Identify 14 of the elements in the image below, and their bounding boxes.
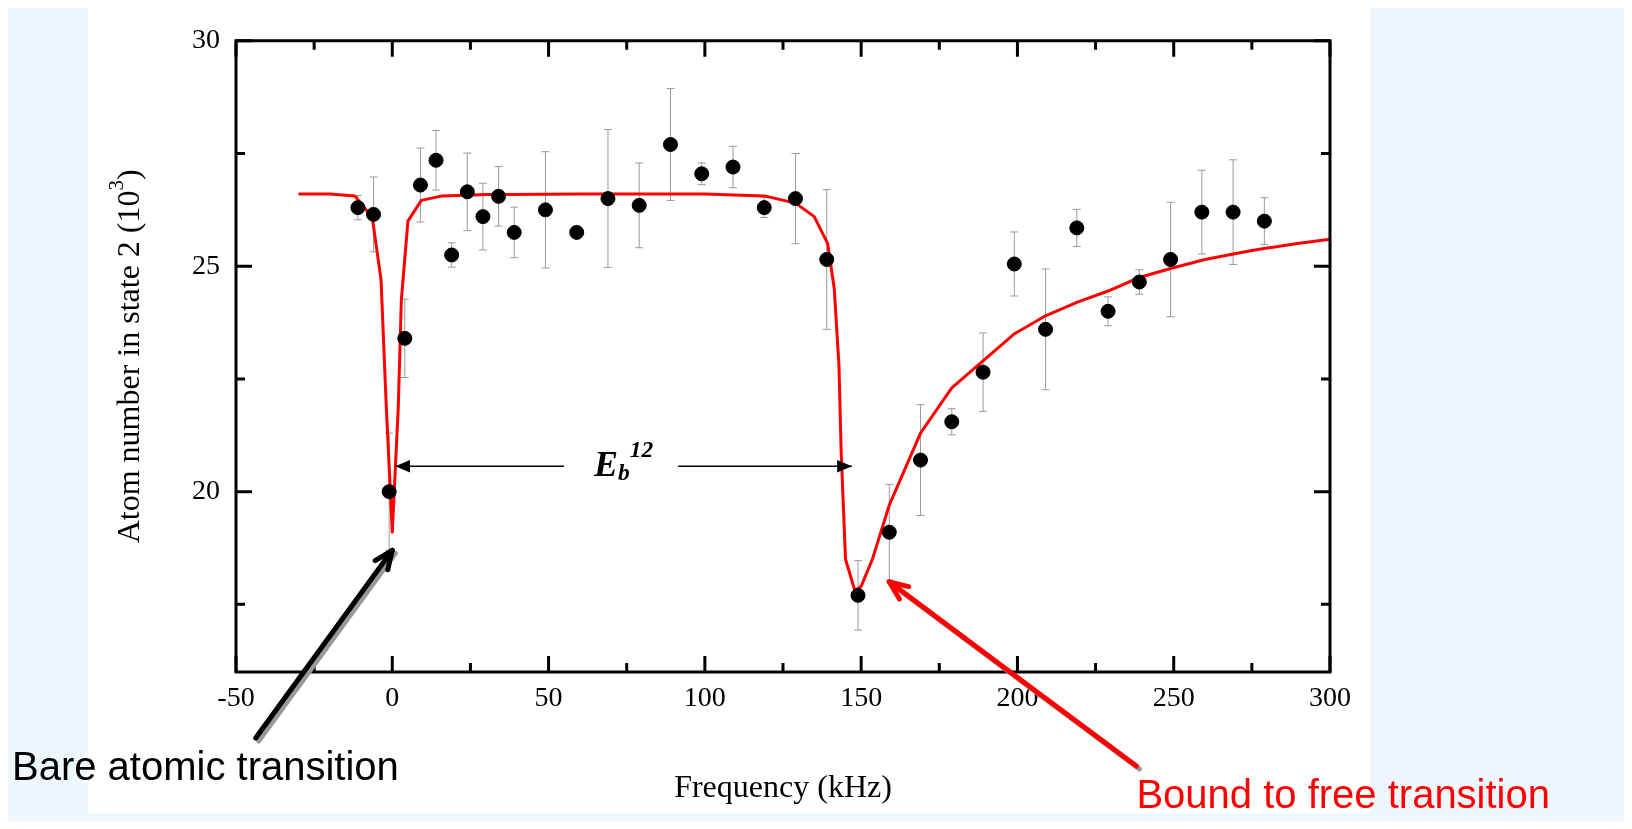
annotation: Bound to free transition [1136, 772, 1550, 816]
y-tick-label: 20 [192, 474, 220, 506]
y-axis-title: Atom number in state 2 (103) [104, 169, 147, 544]
annotation: Bare atomic transition [12, 744, 399, 788]
x-tick-label: 150 [840, 681, 883, 713]
x-tick-label: 0 [385, 681, 400, 713]
x-tick-label: 100 [683, 681, 726, 713]
x-axis-title: Frequency (kHz) [674, 768, 892, 805]
y-tick-label: 25 [192, 248, 220, 280]
x-tick-label: -50 [217, 681, 255, 713]
x-tick-label: 250 [1152, 681, 1195, 713]
y-tick-label: 30 [192, 23, 220, 55]
x-tick-label: 50 [534, 681, 563, 713]
x-tick-label: 300 [1309, 681, 1351, 713]
